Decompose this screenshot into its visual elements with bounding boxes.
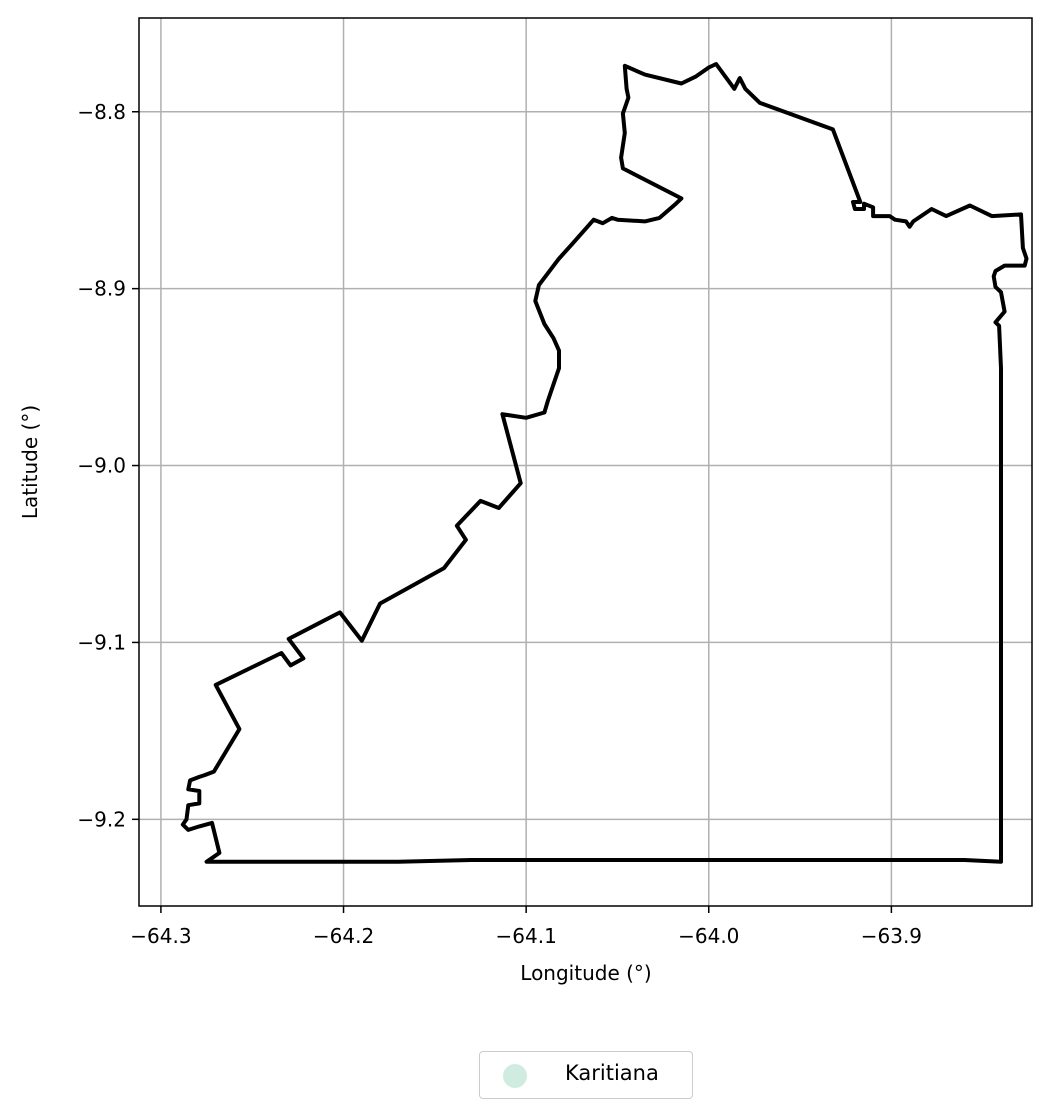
y-tick-label: −8.8: [77, 100, 126, 124]
x-axis-label: Longitude (°): [520, 961, 651, 985]
y-tick-label: −9.0: [77, 454, 126, 478]
x-axis-ticks: −64.3 −64.2 −64.1 −64.0 −63.9: [130, 906, 922, 948]
grid-lines: [139, 18, 1032, 906]
legend: Karitiana: [479, 1051, 693, 1099]
x-tick-label: −63.9: [861, 924, 922, 948]
x-tick-label: −64.1: [496, 924, 557, 948]
legend-marker: [503, 1064, 527, 1088]
karitiana-boundary: [180, 62, 1029, 864]
y-tick-label: −8.9: [77, 277, 126, 301]
x-tick-label: −64.0: [678, 924, 739, 948]
y-axis-label: Latitude (°): [18, 405, 42, 519]
x-tick-label: −64.3: [130, 924, 191, 948]
legend-label-karitiana: Karitiana: [565, 1061, 659, 1085]
y-tick-label: −9.2: [77, 807, 126, 831]
y-axis-ticks: −8.8 −8.9 −9.0 −9.1 −9.2: [77, 100, 139, 831]
plot-frame: [138, 17, 1033, 907]
x-tick-label: −64.2: [313, 924, 374, 948]
y-tick-label: −9.1: [77, 630, 126, 654]
